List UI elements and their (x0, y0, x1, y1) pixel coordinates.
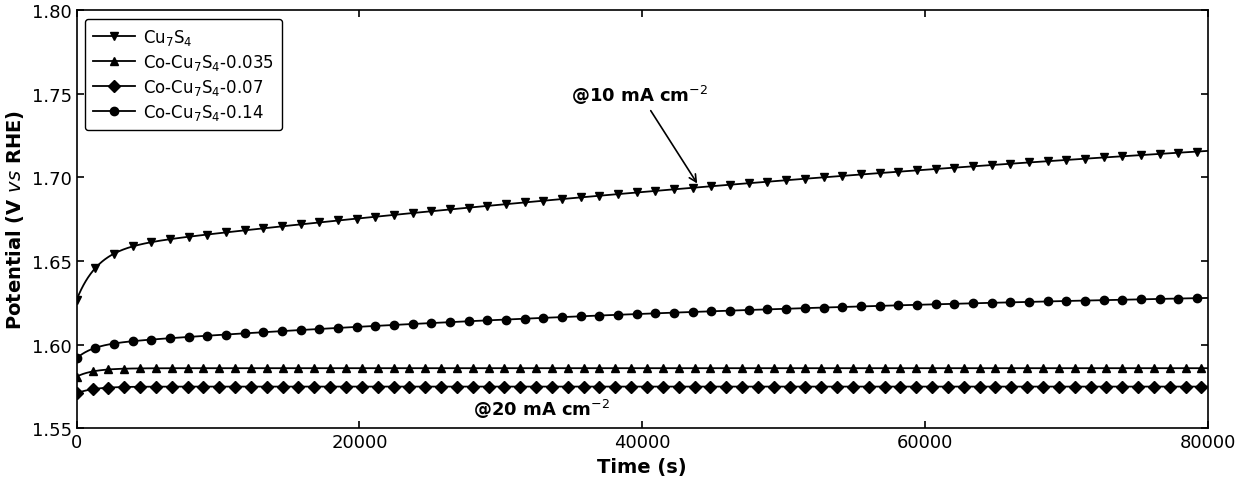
Co-Cu$_7$S$_4$-0.07 (620, 384, 635, 390)
Co-Cu$_7$S$_4$-0.07 (126, 384, 141, 390)
Co-Cu$_7$S$_4$-0.14 (1167, 296, 1182, 302)
Text: @20 mA cm$^{-2}$: @20 mA cm$^{-2}$ (472, 397, 610, 420)
Line: Co-Cu$_7$S$_4$-0.035: Co-Cu$_7$S$_4$-0.035 (73, 364, 1211, 381)
Co-Cu$_7$S$_4$-0.035 (589, 366, 604, 372)
Co-Cu$_7$S$_4$-0.14 (1167, 296, 1182, 302)
Co-Cu$_7$S$_4$-0.14 (619, 312, 634, 318)
Co-Cu$_7$S$_4$-0.14 (960, 301, 975, 307)
Cu$_7$S$_4$ (69, 297, 84, 303)
Line: Cu$_7$S$_4$: Cu$_7$S$_4$ (73, 147, 1211, 304)
Cu$_7$S$_4$ (960, 165, 975, 170)
Cu$_7$S$_4$ (1167, 151, 1182, 156)
Cu$_7$S$_4$ (1167, 151, 1182, 156)
Co-Cu$_7$S$_4$-0.035 (620, 366, 635, 372)
Co-Cu$_7$S$_4$-0.14 (1200, 296, 1215, 301)
Co-Cu$_7$S$_4$-0.07 (1167, 384, 1182, 390)
Co-Cu$_7$S$_4$-0.07 (1168, 384, 1183, 390)
Cu$_7$S$_4$ (589, 193, 604, 199)
Line: Co-Cu$_7$S$_4$-0.14: Co-Cu$_7$S$_4$-0.14 (73, 294, 1211, 362)
Co-Cu$_7$S$_4$-0.035 (1200, 366, 1215, 372)
Co-Cu$_7$S$_4$-0.07 (599, 384, 614, 390)
Co-Cu$_7$S$_4$-0.07 (960, 384, 975, 390)
Co-Cu$_7$S$_4$-0.14 (69, 356, 84, 361)
Y-axis label: Potential (V $vs$ RHE): Potential (V $vs$ RHE) (4, 110, 26, 330)
Text: @10 mA cm$^{-2}$: @10 mA cm$^{-2}$ (572, 83, 709, 182)
Co-Cu$_7$S$_4$-0.035 (1168, 366, 1183, 372)
Co-Cu$_7$S$_4$-0.07 (1200, 384, 1215, 390)
Cu$_7$S$_4$ (619, 191, 634, 197)
Cu$_7$S$_4$ (1200, 149, 1215, 155)
Legend: Cu$_7$S$_4$, Co-Cu$_7$S$_4$-0.035, Co-Cu$_7$S$_4$-0.07, Co-Cu$_7$S$_4$-0.14: Cu$_7$S$_4$, Co-Cu$_7$S$_4$-0.035, Co-Cu… (86, 20, 283, 131)
Co-Cu$_7$S$_4$-0.14 (126, 338, 141, 344)
Co-Cu$_7$S$_4$-0.14 (589, 313, 604, 319)
Line: Co-Cu$_7$S$_4$-0.07: Co-Cu$_7$S$_4$-0.07 (73, 383, 1211, 397)
X-axis label: Time (s): Time (s) (598, 457, 687, 476)
Cu$_7$S$_4$ (126, 243, 141, 249)
Co-Cu$_7$S$_4$-0.07 (589, 384, 604, 390)
Co-Cu$_7$S$_4$-0.035 (960, 366, 975, 372)
Co-Cu$_7$S$_4$-0.035 (603, 366, 618, 372)
Co-Cu$_7$S$_4$-0.035 (69, 374, 84, 380)
Co-Cu$_7$S$_4$-0.07 (69, 391, 84, 396)
Co-Cu$_7$S$_4$-0.035 (1167, 366, 1182, 372)
Co-Cu$_7$S$_4$-0.035 (126, 366, 141, 372)
